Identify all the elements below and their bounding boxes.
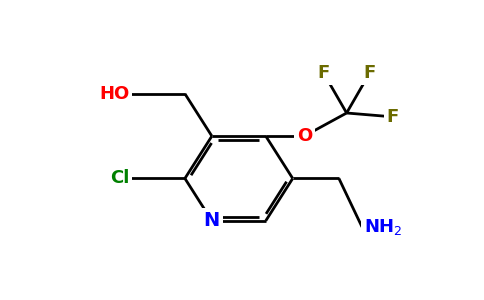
Text: HO: HO: [99, 85, 130, 103]
Text: F: F: [363, 64, 376, 82]
Text: F: F: [387, 108, 399, 126]
Text: O: O: [297, 127, 312, 145]
Text: N: N: [204, 211, 220, 230]
Text: Cl: Cl: [110, 169, 130, 188]
Text: F: F: [318, 64, 330, 82]
Text: NH$_2$: NH$_2$: [363, 217, 402, 237]
